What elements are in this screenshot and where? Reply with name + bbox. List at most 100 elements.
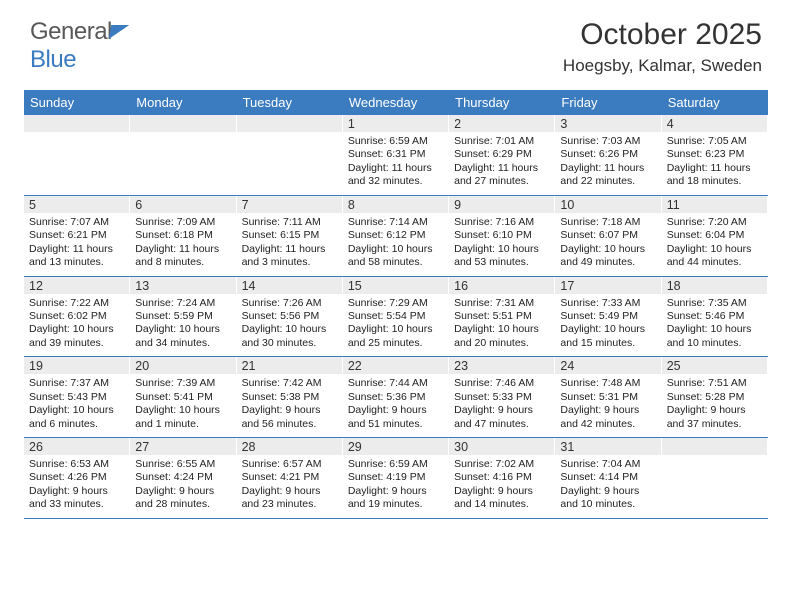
day-cell: 6Sunrise: 7:09 AMSunset: 6:18 PMDaylight…	[130, 196, 236, 276]
day-line: Sunset: 6:10 PM	[454, 229, 549, 242]
day-line: Daylight: 9 hours	[348, 404, 443, 417]
day-line: and 23 minutes.	[242, 498, 337, 511]
day-line: Daylight: 10 hours	[667, 243, 762, 256]
day-body: Sunrise: 7:09 AMSunset: 6:18 PMDaylight:…	[130, 213, 235, 276]
day-line: Daylight: 10 hours	[348, 243, 443, 256]
day-number: 14	[237, 277, 342, 294]
day-number: 23	[449, 357, 554, 374]
day-line: and 39 minutes.	[29, 337, 124, 350]
day-number: 8	[343, 196, 448, 213]
day-line: Daylight: 9 hours	[242, 404, 337, 417]
header: General Blue October 2025 Hoegsby, Kalma…	[0, 0, 792, 82]
day-line: Sunrise: 7:35 AM	[667, 297, 762, 310]
day-line: Sunset: 4:14 PM	[560, 471, 655, 484]
day-line: Sunset: 5:38 PM	[242, 391, 337, 404]
day-line: Sunset: 6:02 PM	[29, 310, 124, 323]
day-body: Sunrise: 7:07 AMSunset: 6:21 PMDaylight:…	[24, 213, 129, 276]
day-number: 26	[24, 438, 129, 455]
day-line: Sunrise: 7:14 AM	[348, 216, 443, 229]
day-line: and 15 minutes.	[560, 337, 655, 350]
day-line: Sunrise: 6:59 AM	[348, 458, 443, 471]
weekday-header: Saturday	[662, 90, 768, 115]
day-cell: 27Sunrise: 6:55 AMSunset: 4:24 PMDayligh…	[130, 438, 236, 518]
week-row: 5Sunrise: 7:07 AMSunset: 6:21 PMDaylight…	[24, 196, 768, 277]
day-body	[662, 455, 767, 515]
day-line: Sunset: 6:26 PM	[560, 148, 655, 161]
day-body: Sunrise: 7:29 AMSunset: 5:54 PMDaylight:…	[343, 294, 448, 357]
day-line: Sunset: 5:31 PM	[560, 391, 655, 404]
day-line: Sunrise: 7:42 AM	[242, 377, 337, 390]
day-body: Sunrise: 6:53 AMSunset: 4:26 PMDaylight:…	[24, 455, 129, 518]
day-line: Sunset: 5:41 PM	[135, 391, 230, 404]
day-line: Sunrise: 6:55 AM	[135, 458, 230, 471]
day-line: Daylight: 10 hours	[667, 323, 762, 336]
day-line: Sunset: 6:12 PM	[348, 229, 443, 242]
day-line: and 1 minute.	[135, 418, 230, 431]
day-body: Sunrise: 7:11 AMSunset: 6:15 PMDaylight:…	[237, 213, 342, 276]
day-cell: 8 Sunrise: 7:14 AMSunset: 6:12 PMDaylight…	[343, 196, 449, 276]
day-line: Daylight: 9 hours	[454, 404, 549, 417]
day-line: Sunrise: 7:20 AM	[667, 216, 762, 229]
logo: General Blue	[30, 18, 128, 74]
day-body: Sunrise: 7:42 AMSunset: 5:38 PMDaylight:…	[237, 374, 342, 437]
day-cell: 14Sunrise: 7:26 AMSunset: 5:56 PMDayligh…	[237, 277, 343, 357]
day-body: Sunrise: 7:39 AMSunset: 5:41 PMDaylight:…	[130, 374, 235, 437]
day-line: Sunrise: 7:05 AM	[667, 135, 762, 148]
logo-triangle-icon	[109, 25, 129, 39]
day-line: Sunset: 6:29 PM	[454, 148, 549, 161]
day-line: Sunset: 5:46 PM	[667, 310, 762, 323]
day-line: Sunrise: 7:51 AM	[667, 377, 762, 390]
day-line: Daylight: 9 hours	[560, 404, 655, 417]
location: Hoegsby, Kalmar, Sweden	[563, 56, 762, 76]
day-line: and 30 minutes.	[242, 337, 337, 350]
day-line: and 25 minutes.	[348, 337, 443, 350]
day-line: Daylight: 9 hours	[348, 485, 443, 498]
day-line: Sunrise: 7:11 AM	[242, 216, 337, 229]
day-line: and 42 minutes.	[560, 418, 655, 431]
day-line: Daylight: 10 hours	[135, 323, 230, 336]
day-line: Daylight: 11 hours	[348, 162, 443, 175]
day-cell: 23Sunrise: 7:46 AMSunset: 5:33 PMDayligh…	[449, 357, 555, 437]
day-body: Sunrise: 7:33 AMSunset: 5:49 PMDaylight:…	[555, 294, 660, 357]
day-cell: 2Sunrise: 7:01 AMSunset: 6:29 PMDaylight…	[449, 115, 555, 195]
day-number: 10	[555, 196, 660, 213]
week-row: 12Sunrise: 7:22 AMSunset: 6:02 PMDayligh…	[24, 277, 768, 358]
day-line: Sunrise: 7:44 AM	[348, 377, 443, 390]
day-line: Daylight: 9 hours	[454, 485, 549, 498]
day-line: Sunset: 6:23 PM	[667, 148, 762, 161]
day-cell: 9Sunrise: 7:16 AMSunset: 6:10 PMDaylight…	[449, 196, 555, 276]
day-line: Daylight: 11 hours	[667, 162, 762, 175]
day-line: Sunrise: 7:24 AM	[135, 297, 230, 310]
day-line: and 58 minutes.	[348, 256, 443, 269]
day-cell: 7Sunrise: 7:11 AMSunset: 6:15 PMDaylight…	[237, 196, 343, 276]
day-number: 2	[449, 115, 554, 132]
day-body: Sunrise: 7:04 AMSunset: 4:14 PMDaylight:…	[555, 455, 660, 518]
day-line: Sunrise: 7:29 AM	[348, 297, 443, 310]
day-line: Sunset: 5:49 PM	[560, 310, 655, 323]
day-line: and 10 minutes.	[667, 337, 762, 350]
day-line: Sunset: 5:51 PM	[454, 310, 549, 323]
day-line: and 18 minutes.	[667, 175, 762, 188]
day-cell: 18Sunrise: 7:35 AMSunset: 5:46 PMDayligh…	[662, 277, 768, 357]
day-line: Sunset: 5:36 PM	[348, 391, 443, 404]
day-cell: 16Sunrise: 7:31 AMSunset: 5:51 PMDayligh…	[449, 277, 555, 357]
day-line: and 49 minutes.	[560, 256, 655, 269]
day-number: 31	[555, 438, 660, 455]
day-cell: 26Sunrise: 6:53 AMSunset: 4:26 PMDayligh…	[24, 438, 130, 518]
day-line: Daylight: 10 hours	[135, 404, 230, 417]
day-line: Sunrise: 7:46 AM	[454, 377, 549, 390]
day-number: 5	[24, 196, 129, 213]
day-line: Sunset: 6:07 PM	[560, 229, 655, 242]
day-line: Sunset: 5:54 PM	[348, 310, 443, 323]
day-body: Sunrise: 7:16 AMSunset: 6:10 PMDaylight:…	[449, 213, 554, 276]
day-line: Daylight: 9 hours	[29, 485, 124, 498]
day-line: Sunrise: 7:09 AM	[135, 216, 230, 229]
day-line: and 8 minutes.	[135, 256, 230, 269]
day-number: 19	[24, 357, 129, 374]
month-title: October 2025	[563, 18, 762, 52]
week-row: 1Sunrise: 6:59 AMSunset: 6:31 PMDaylight…	[24, 115, 768, 196]
day-line: Sunrise: 7:02 AM	[454, 458, 549, 471]
day-number: 15	[343, 277, 448, 294]
day-cell	[130, 115, 236, 195]
day-cell: 24Sunrise: 7:48 AMSunset: 5:31 PMDayligh…	[555, 357, 661, 437]
